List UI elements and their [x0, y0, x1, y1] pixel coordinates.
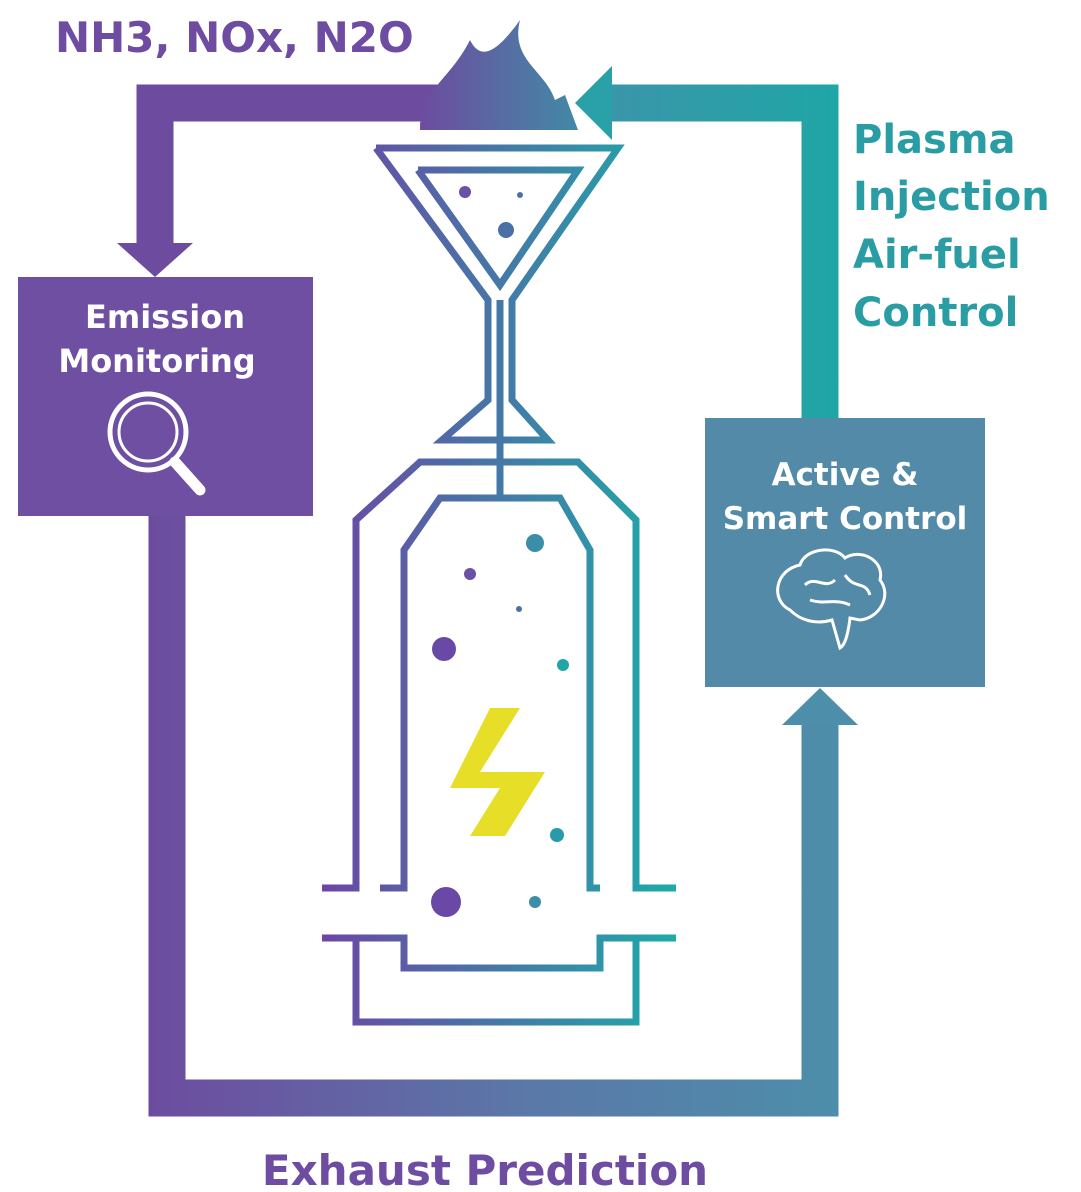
emissions-label: NH3, NOx, N2O [55, 13, 414, 62]
reactor [322, 144, 676, 1026]
exhaust-label: Exhaust Prediction [262, 1146, 708, 1192]
brain-icon [776, 548, 887, 651]
node-label: Monitoring [58, 342, 255, 380]
control-line: Air-fuel [853, 232, 1021, 278]
particles [431, 186, 569, 917]
node-label: Emission [85, 298, 245, 336]
lightning [450, 708, 545, 836]
control-line: Injection [853, 174, 1050, 220]
control-line: Control [853, 290, 1018, 336]
node-label: Active & [772, 457, 919, 493]
flow-arrows [117, 20, 858, 1117]
control-line: Plasma [853, 117, 1016, 163]
node-label: Smart Control [723, 501, 968, 537]
control-text: Plasma Injection Air-fuel Control [853, 117, 1050, 336]
magnifier-icon [107, 391, 206, 496]
